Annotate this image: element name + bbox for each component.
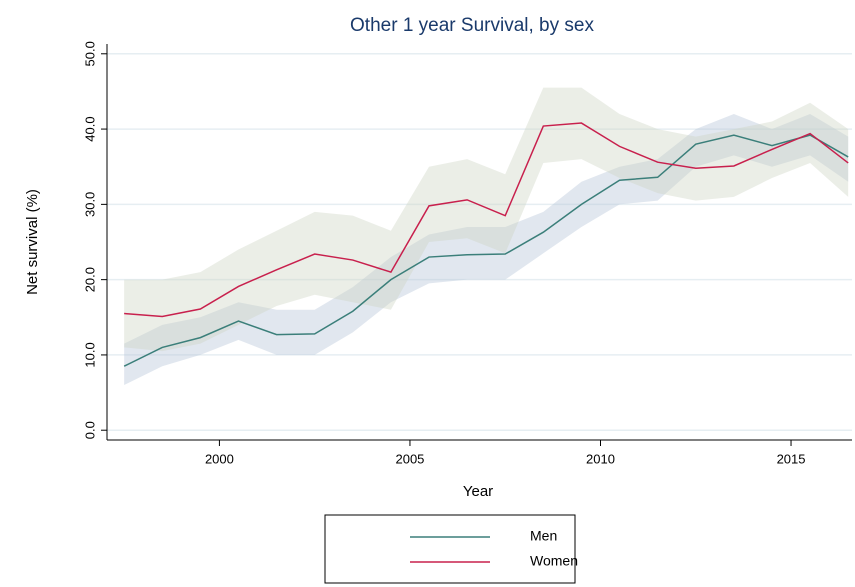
- x-axis-label: Year: [463, 483, 493, 500]
- y-axis-label: Net survival (%): [24, 189, 41, 295]
- legend-label: Women: [530, 553, 578, 569]
- y-tick-label: 10.0: [82, 342, 97, 367]
- x-tick-label: 2005: [395, 451, 424, 466]
- y-tick-label: 30.0: [82, 192, 97, 217]
- legend-label: Men: [530, 528, 557, 544]
- x-tick-label: 2000: [205, 451, 234, 466]
- y-tick-label: 0.0: [82, 421, 97, 439]
- confidence-band: [124, 87, 849, 352]
- line: [124, 122, 849, 318]
- x-tick-label: 2015: [777, 451, 806, 466]
- x-tick-label: 2010: [586, 451, 615, 466]
- legend-box: [324, 514, 576, 584]
- y-tick-label: 20.0: [82, 267, 97, 292]
- chart-title: Other 1 year Survival, by sex: [350, 15, 594, 36]
- y-tick-label: 40.0: [82, 116, 97, 141]
- y-tick-label: 50.0: [82, 41, 97, 66]
- confidence-band: [124, 114, 849, 386]
- line: [123, 134, 849, 367]
